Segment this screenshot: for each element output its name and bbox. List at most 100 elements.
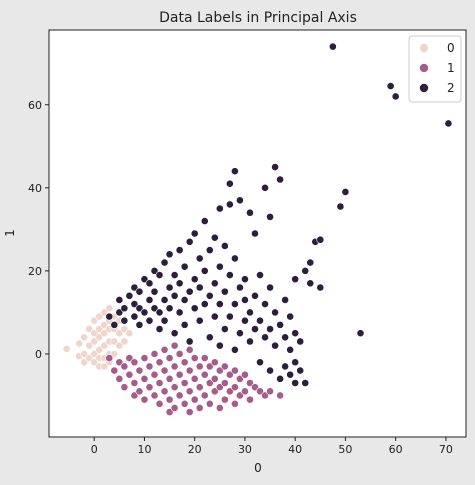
- data-point: [200, 266, 209, 275]
- data-point: [185, 387, 194, 396]
- data-point: [205, 291, 214, 300]
- data-point: [135, 387, 144, 396]
- data-point: [215, 341, 224, 350]
- data-point: [246, 337, 254, 346]
- data-point: [210, 387, 219, 396]
- data-point: [100, 341, 109, 350]
- x-tick-label: 60: [389, 443, 403, 456]
- data-point: [155, 325, 164, 333]
- data-point: [110, 337, 119, 346]
- data-point: [266, 366, 274, 375]
- data-point: [286, 345, 295, 354]
- data-point: [241, 275, 249, 284]
- data-point: [150, 350, 159, 358]
- data-point: [328, 42, 337, 51]
- data-point: [185, 408, 194, 416]
- data-point: [225, 370, 234, 379]
- data-point: [195, 254, 204, 263]
- data-point: [225, 312, 234, 321]
- data-point: [90, 358, 99, 367]
- data-point: [220, 325, 229, 333]
- data-point: [90, 350, 99, 358]
- data-point: [306, 279, 315, 288]
- data-point: [155, 399, 164, 408]
- data-point: [391, 92, 400, 101]
- data-point: [185, 237, 194, 246]
- data-point: [135, 287, 144, 296]
- data-point: [120, 362, 129, 371]
- data-point: [356, 329, 365, 338]
- y-tick-label: 60: [28, 99, 42, 112]
- data-point: [205, 246, 214, 255]
- data-point: [205, 379, 214, 387]
- data-point: [115, 374, 124, 383]
- data-point: [105, 354, 114, 362]
- x-tick-label: 50: [338, 443, 352, 456]
- data-point: [185, 345, 194, 354]
- data-point: [90, 329, 99, 338]
- data-point: [236, 329, 244, 338]
- data-point: [230, 366, 239, 375]
- data-point: [125, 354, 134, 362]
- data-point: [160, 296, 169, 304]
- data-point: [170, 362, 179, 371]
- data-point: [215, 404, 224, 412]
- data-point: [195, 316, 204, 325]
- data-point: [386, 82, 395, 90]
- data-point: [190, 275, 199, 284]
- data-point: [225, 271, 234, 279]
- data-point: [100, 308, 109, 317]
- data-point: [230, 254, 239, 263]
- data-point: [200, 300, 209, 309]
- data-point: [105, 312, 114, 321]
- data-point: [145, 296, 154, 304]
- data-point: [251, 291, 259, 300]
- data-point: [230, 383, 239, 392]
- data-point: [225, 387, 234, 396]
- data-point: [241, 387, 249, 396]
- data-point: [195, 404, 204, 412]
- x-tick-label: 0: [91, 443, 98, 456]
- data-point: [130, 391, 139, 400]
- data-point: [291, 379, 300, 387]
- data-point: [125, 370, 134, 379]
- data-point: [251, 383, 259, 392]
- data-point: [185, 366, 194, 375]
- data-point: [110, 320, 119, 329]
- data-point: [155, 379, 164, 387]
- data-point: [205, 362, 214, 371]
- data-point: [130, 379, 139, 387]
- data-point: [241, 316, 249, 325]
- y-tick-label: 20: [28, 265, 42, 278]
- data-point: [246, 379, 254, 387]
- data-point: [95, 325, 104, 333]
- data-point: [336, 202, 345, 211]
- data-point: [236, 374, 244, 383]
- data-point: [185, 337, 194, 346]
- data-point: [316, 235, 325, 244]
- x-tick-label: 10: [137, 443, 151, 456]
- data-point: [200, 217, 209, 225]
- data-point: [190, 354, 199, 362]
- data-point: [160, 387, 169, 396]
- data-point: [165, 283, 174, 292]
- legend: 0 1 2: [408, 35, 462, 103]
- data-point: [140, 395, 149, 404]
- data-point: [145, 383, 154, 392]
- data-point: [220, 287, 229, 296]
- data-point: [75, 339, 84, 348]
- data-point: [115, 358, 124, 367]
- data-point: [175, 391, 184, 400]
- data-point: [276, 320, 285, 329]
- data-point: [180, 399, 189, 408]
- data-point: [80, 350, 89, 358]
- data-point: [80, 333, 89, 342]
- data-point: [256, 271, 264, 279]
- data-point: [271, 163, 279, 171]
- data-point: [190, 395, 199, 404]
- data-point: [256, 316, 264, 325]
- data-point: [130, 300, 139, 309]
- data-point: [115, 296, 124, 304]
- data-point: [215, 366, 224, 375]
